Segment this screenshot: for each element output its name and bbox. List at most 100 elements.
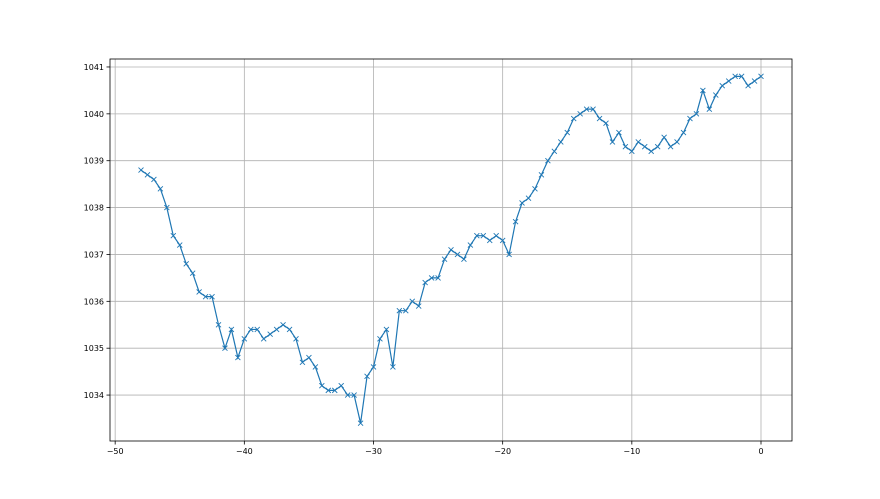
- data-point-marker: [641, 143, 648, 150]
- data-point-marker: [247, 326, 254, 333]
- data-point-marker: [738, 73, 745, 80]
- data-point-marker: [693, 111, 700, 117]
- data-point-marker: [519, 200, 525, 206]
- data-point-marker: [506, 251, 512, 258]
- data-point-marker: [396, 307, 403, 314]
- data-point-marker: [364, 373, 370, 380]
- data-point-marker: [222, 345, 228, 352]
- y-tick-label: 1041: [84, 63, 104, 72]
- data-point-marker: [351, 392, 357, 398]
- data-point-marker: [467, 242, 474, 248]
- data-point-marker: [474, 232, 480, 239]
- data-point-marker: [751, 78, 758, 84]
- y-tick-label: 1040: [84, 110, 104, 119]
- data-point-marker: [390, 364, 396, 370]
- data-point-marker: [415, 303, 422, 309]
- data-point-marker: [719, 82, 726, 89]
- y-tick-label: 1038: [84, 204, 104, 213]
- data-point-marker: [312, 364, 319, 370]
- x-tick-label: 0: [758, 447, 763, 456]
- data-point-marker: [428, 275, 435, 281]
- data-point-marker: [661, 134, 667, 141]
- data-point-marker: [338, 382, 345, 389]
- data-point-marker: [202, 293, 209, 300]
- data-point-marker: [583, 106, 590, 112]
- data-point-marker: [532, 186, 538, 192]
- data-point-marker: [545, 157, 551, 164]
- grid: [110, 59, 792, 441]
- data-point-marker: [357, 420, 364, 427]
- x-tick-label: −20: [494, 447, 511, 456]
- y-axis-ticks: 1034 1035 1036 1037 1038 1039 1040 1041: [84, 63, 110, 400]
- data-point-marker: [499, 237, 506, 244]
- data-point-marker: [732, 73, 738, 80]
- y-tick-label: 1036: [84, 297, 104, 306]
- data-point-marker: [170, 232, 177, 239]
- data-point-marker: [758, 73, 764, 80]
- data-point-marker: [590, 106, 596, 112]
- data-point-marker: [280, 321, 286, 328]
- data-point-marker: [493, 232, 500, 239]
- data-point-marker: [319, 382, 325, 389]
- axes-frame: [109, 58, 793, 442]
- data-point-marker: [435, 275, 441, 281]
- data-point-marker: [151, 176, 157, 183]
- data-point-marker: [293, 336, 299, 342]
- data-point-marker: [551, 148, 558, 155]
- data-point-marker: [144, 171, 151, 178]
- data-point-marker: [596, 115, 603, 122]
- data-point-marker: [648, 148, 655, 155]
- data-point-marker: [383, 326, 390, 333]
- data-point-marker: [157, 186, 164, 192]
- y-tick-label: 1034: [84, 391, 104, 400]
- data-point-marker: [622, 143, 629, 150]
- data-point-marker: [525, 195, 532, 202]
- data-point-marker: [557, 139, 564, 145]
- data-point-marker: [235, 354, 241, 361]
- data-point-marker: [241, 336, 248, 342]
- data-point-marker: [461, 256, 467, 262]
- data-point-marker: [422, 279, 428, 286]
- y-tick-label: 1037: [84, 250, 104, 259]
- data-point-marker: [629, 148, 635, 155]
- data-point-marker: [609, 139, 616, 145]
- data-point-marker: [209, 293, 215, 300]
- data-point-marker: [577, 111, 583, 117]
- data-point-marker: [138, 167, 144, 173]
- data-point-marker: [306, 354, 312, 361]
- data-point-marker: [254, 326, 261, 333]
- data-point-marker: [441, 256, 448, 262]
- data-point-marker: [603, 120, 609, 127]
- data-point-marker: [409, 298, 416, 305]
- data-point-marker: [196, 289, 202, 295]
- data-point-marker: [512, 218, 519, 225]
- data-point-marker: [654, 143, 661, 150]
- data-point-marker: [712, 92, 719, 98]
- data-point-marker: [745, 82, 751, 89]
- data-point-marker: [538, 171, 545, 178]
- data-point-marker: [448, 246, 454, 253]
- data-point-marker: [260, 336, 267, 342]
- data-point-marker: [706, 106, 713, 112]
- x-axis-ticks: −50 −40 −30 −20 −10 0: [107, 441, 764, 456]
- data-point-marker: [215, 321, 222, 328]
- data-point-marker: [273, 326, 280, 333]
- data-point-marker: [725, 78, 732, 84]
- data-point-marker: [564, 129, 571, 136]
- data-point-marker: [667, 143, 674, 150]
- data-point-marker: [299, 359, 306, 366]
- data-point-marker: [164, 204, 170, 211]
- data-point-marker: [674, 139, 680, 145]
- data-point-marker: [680, 129, 687, 136]
- data-point-marker: [286, 326, 293, 333]
- data-point-marker: [325, 387, 332, 394]
- data-point-marker: [402, 307, 409, 314]
- data-point-marker: [189, 270, 196, 277]
- data-point-marker: [183, 261, 190, 267]
- data-point-marker: [570, 115, 577, 122]
- data-point-marker: [377, 336, 383, 342]
- data-point-marker: [176, 242, 183, 248]
- data-point-marker: [687, 115, 693, 122]
- data-point-marker: [454, 251, 461, 258]
